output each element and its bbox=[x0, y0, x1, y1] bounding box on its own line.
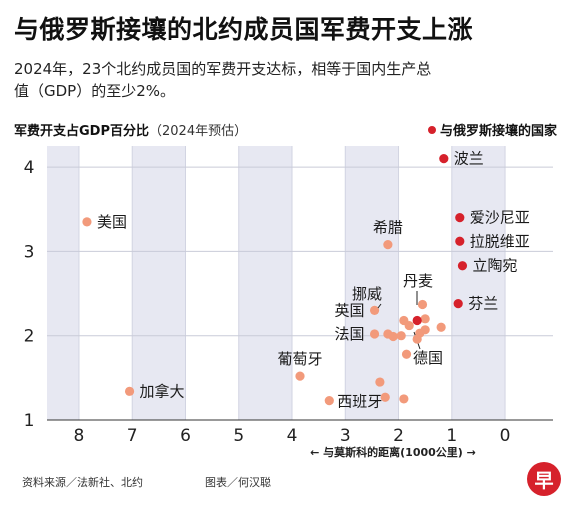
data-point bbox=[396, 331, 406, 341]
point-label: 立陶宛 bbox=[472, 257, 517, 275]
point-label: 丹麦 bbox=[403, 272, 433, 290]
border-country-point bbox=[457, 261, 468, 271]
x-tick-label: 1 bbox=[446, 426, 457, 446]
x-tick-label: 5 bbox=[233, 426, 244, 446]
data-point bbox=[380, 392, 390, 402]
y-axis-title: 军费开支占GDP百分比（2024年预估） bbox=[14, 120, 247, 139]
point-label: 拉脱维亚 bbox=[470, 232, 530, 250]
data-point bbox=[399, 394, 409, 404]
data-point bbox=[383, 240, 393, 250]
chart-title: 与俄罗斯接壤的北约成员国军费开支上涨 bbox=[14, 15, 474, 44]
data-point bbox=[417, 299, 428, 310]
x-tick-label: 8 bbox=[74, 426, 85, 446]
point-label: 波兰 bbox=[454, 150, 484, 168]
y-tick-label: 1 bbox=[24, 411, 35, 431]
y-axis-note: （2024年预估） bbox=[149, 124, 248, 139]
border-country-point bbox=[453, 299, 463, 309]
grid-band bbox=[345, 146, 399, 420]
data-point bbox=[388, 331, 398, 342]
point-label: 法国 bbox=[335, 325, 365, 343]
data-point bbox=[420, 314, 430, 324]
zaobao-logo: 早 bbox=[527, 462, 561, 496]
data-point bbox=[369, 305, 380, 315]
legend-label: 与俄罗斯接壤的国家 bbox=[439, 124, 557, 139]
data-point bbox=[295, 371, 305, 381]
x-tick-label: 7 bbox=[127, 426, 138, 446]
point-label: 爱沙尼亚 bbox=[470, 209, 530, 227]
point-label: 加拿大 bbox=[140, 382, 185, 400]
logo-glyph: 早 bbox=[534, 469, 554, 492]
border-country-point bbox=[439, 154, 449, 164]
data-point bbox=[82, 217, 92, 227]
x-tick-label: 4 bbox=[287, 426, 298, 446]
x-axis-label: ← 与莫斯科的距离(1000公里) → bbox=[310, 445, 476, 459]
data-point bbox=[124, 386, 135, 396]
point-label: 英国 bbox=[335, 301, 365, 319]
x-tick-label: 6 bbox=[180, 426, 191, 446]
legend-dot-icon bbox=[427, 126, 436, 134]
border-country-point bbox=[455, 213, 465, 223]
x-tick-label: 3 bbox=[340, 426, 351, 446]
y-tick-label: 4 bbox=[24, 158, 35, 178]
label-leader-line bbox=[377, 303, 382, 309]
point-label: 美国 bbox=[97, 213, 127, 231]
border-country-point bbox=[455, 236, 465, 246]
y-tick-label: 2 bbox=[24, 327, 35, 347]
point-label: 挪威 bbox=[352, 285, 382, 303]
point-label: 芬兰 bbox=[468, 295, 498, 313]
x-tick-label: 2 bbox=[393, 426, 404, 446]
y-tick-label: 3 bbox=[24, 242, 35, 262]
grid-band bbox=[132, 146, 186, 420]
source-note: 资料来源／法新社、北约 bbox=[22, 476, 143, 489]
point-label: 希腊 bbox=[373, 219, 403, 237]
legend: 与俄罗斯接壤的国家 bbox=[427, 120, 557, 139]
data-point bbox=[324, 396, 334, 406]
grid-band bbox=[238, 146, 293, 420]
chart-credit: 图表／何汉聪 bbox=[205, 476, 271, 489]
data-point bbox=[369, 329, 380, 339]
data-point bbox=[412, 334, 422, 344]
x-tick-label: 0 bbox=[500, 426, 511, 446]
grid-band bbox=[47, 146, 79, 420]
point-label: 德国 bbox=[413, 349, 443, 367]
point-label: 葡萄牙 bbox=[277, 350, 322, 368]
point-label: 西班牙 bbox=[337, 393, 382, 411]
data-point bbox=[401, 349, 412, 359]
data-point bbox=[404, 320, 414, 331]
y-axis-label: 军费开支占GDP百分比 bbox=[14, 124, 149, 139]
border-country-point bbox=[412, 315, 422, 326]
data-point bbox=[436, 322, 446, 332]
data-point bbox=[375, 377, 385, 387]
grid-band bbox=[451, 146, 506, 420]
chart-subtitle: 2024年，23个北约成员国的军费开支达标，相等于国内生产总值（GDP）的至少2… bbox=[14, 60, 432, 100]
